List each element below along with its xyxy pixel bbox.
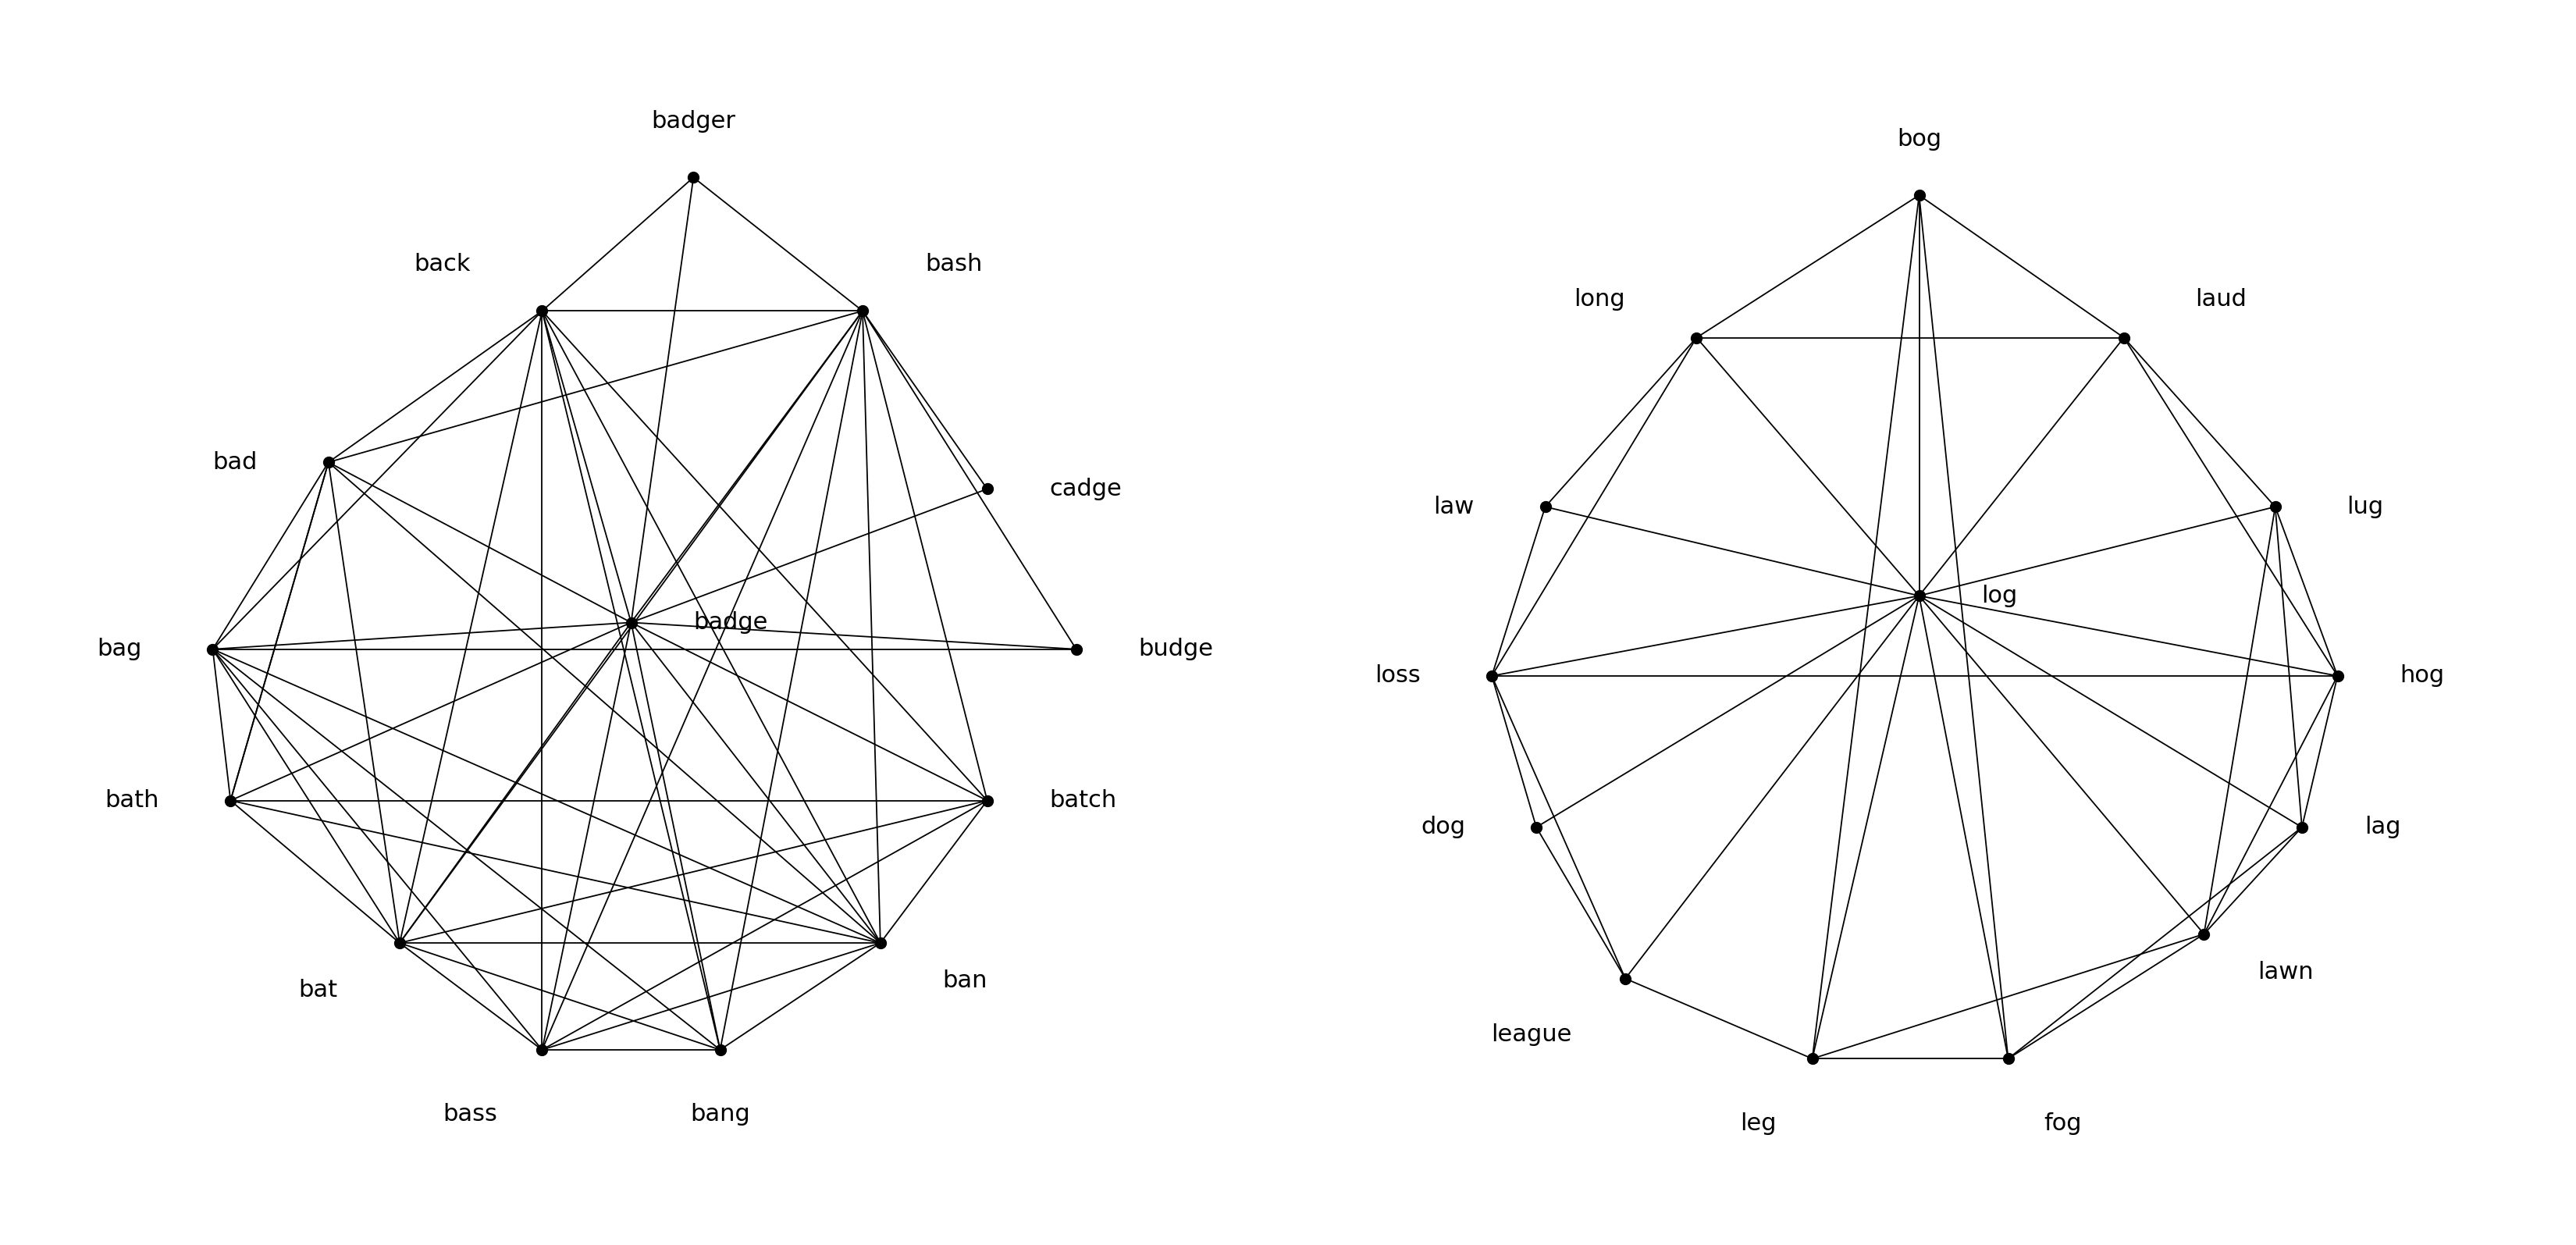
Text: batch: batch <box>1048 789 1118 812</box>
Text: log: log <box>1981 584 2017 608</box>
Text: lawn: lawn <box>2257 961 2313 984</box>
Text: lag: lag <box>2365 815 2401 839</box>
Text: bath: bath <box>106 789 160 812</box>
Text: bag: bag <box>98 637 142 661</box>
Text: ban: ban <box>943 970 987 992</box>
Text: lug: lug <box>2347 496 2383 518</box>
Text: dog: dog <box>1419 815 1466 839</box>
Text: bad: bad <box>211 451 258 473</box>
Text: fog: fog <box>2043 1112 2081 1134</box>
Text: leg: leg <box>1741 1112 1777 1134</box>
Text: hog: hog <box>2401 665 2445 687</box>
Text: bat: bat <box>299 979 337 1001</box>
Text: badge: badge <box>693 611 768 634</box>
Text: budge: budge <box>1139 637 1213 661</box>
Text: law: law <box>1432 496 1473 518</box>
Text: bash: bash <box>925 253 981 275</box>
Text: badger: badger <box>652 111 737 133</box>
Text: long: long <box>1574 289 1625 311</box>
Text: laud: laud <box>2195 289 2246 311</box>
Text: league: league <box>1492 1023 1571 1046</box>
Text: loss: loss <box>1376 665 1419 687</box>
Text: back: back <box>415 253 471 275</box>
Text: bass: bass <box>443 1103 497 1125</box>
Text: bog: bog <box>1896 128 1942 151</box>
Text: cadge: cadge <box>1048 478 1123 500</box>
Text: bang: bang <box>690 1103 750 1125</box>
